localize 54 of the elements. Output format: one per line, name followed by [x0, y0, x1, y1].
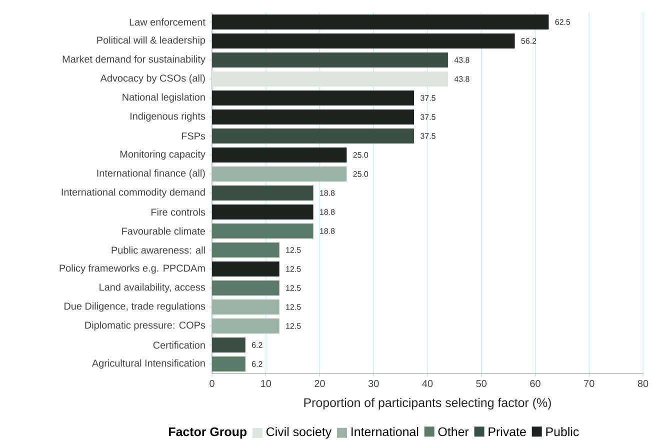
y-tick-label: Political will & leadership	[97, 36, 206, 46]
bar	[212, 148, 347, 163]
y-tick-label: Diplomatic pressure: COPs	[85, 321, 206, 331]
bar	[212, 280, 280, 296]
x-tick-label: 50	[476, 380, 487, 388]
bar	[212, 110, 414, 125]
x-tick-label: 70	[584, 380, 594, 388]
bar	[212, 204, 314, 220]
y-tick-label: Certification	[153, 341, 205, 349]
y-tick-label: International finance (all)	[97, 169, 205, 179]
bar	[212, 338, 246, 353]
bar	[212, 186, 314, 201]
legend-label: Private	[488, 427, 526, 436]
bar	[212, 242, 280, 258]
x-tick-label: 40	[422, 380, 433, 388]
y-tick-label: Land availability, access	[100, 283, 206, 293]
bar	[212, 72, 448, 86]
x-tick-label: 30	[368, 380, 379, 388]
x-tick-label: 20	[314, 380, 325, 388]
y-tick-label: Favourable climate	[122, 227, 206, 235]
y-tick-label: Policy frameworks e.g. PPCDAm	[60, 264, 205, 274]
legend-label: Civil society	[266, 427, 332, 439]
bar	[212, 224, 314, 239]
legend-label: Other	[438, 427, 469, 436]
x-tick-label: 60	[530, 380, 540, 388]
y-tick-label: Monitoring capacity	[120, 150, 206, 160]
x-tick-label: 10	[261, 380, 272, 388]
y-tick-label: Public awareness: all	[112, 246, 205, 254]
y-tick-label: Due Diligence, trade regulations	[64, 302, 206, 312]
bar	[212, 166, 347, 182]
x-axis-title: Proportion of participants selecting factor (%)	[304, 398, 551, 410]
y-tick-label: Indigenous rights	[130, 112, 206, 122]
legend-label: Public	[546, 427, 579, 436]
y-tick-label: Market demand for sustainability	[62, 55, 206, 65]
y-tick-label: Agricultural Intensification	[92, 359, 205, 369]
y-tick-label: FSPs	[182, 132, 206, 140]
bar	[212, 262, 280, 277]
bar	[212, 300, 280, 315]
y-tick-label: International commodity demand	[62, 188, 205, 198]
y-tick-label: Law enforcement	[130, 18, 206, 26]
bar	[212, 90, 414, 106]
legend-label: International	[352, 427, 418, 436]
bar	[212, 14, 549, 30]
x-tick-label: 80	[638, 380, 648, 388]
x-tick-label: 0	[210, 380, 214, 388]
bar	[212, 356, 246, 372]
bar	[212, 318, 280, 334]
bar	[212, 52, 448, 68]
y-tick-label: Advocacy by CSOs (all)	[100, 74, 205, 84]
y-tick-label: National legislation	[122, 93, 205, 103]
bar	[212, 128, 414, 144]
y-tick-label: Fire controls	[151, 208, 206, 216]
legend-title: Factor Group	[169, 427, 247, 439]
bar	[212, 34, 515, 48]
